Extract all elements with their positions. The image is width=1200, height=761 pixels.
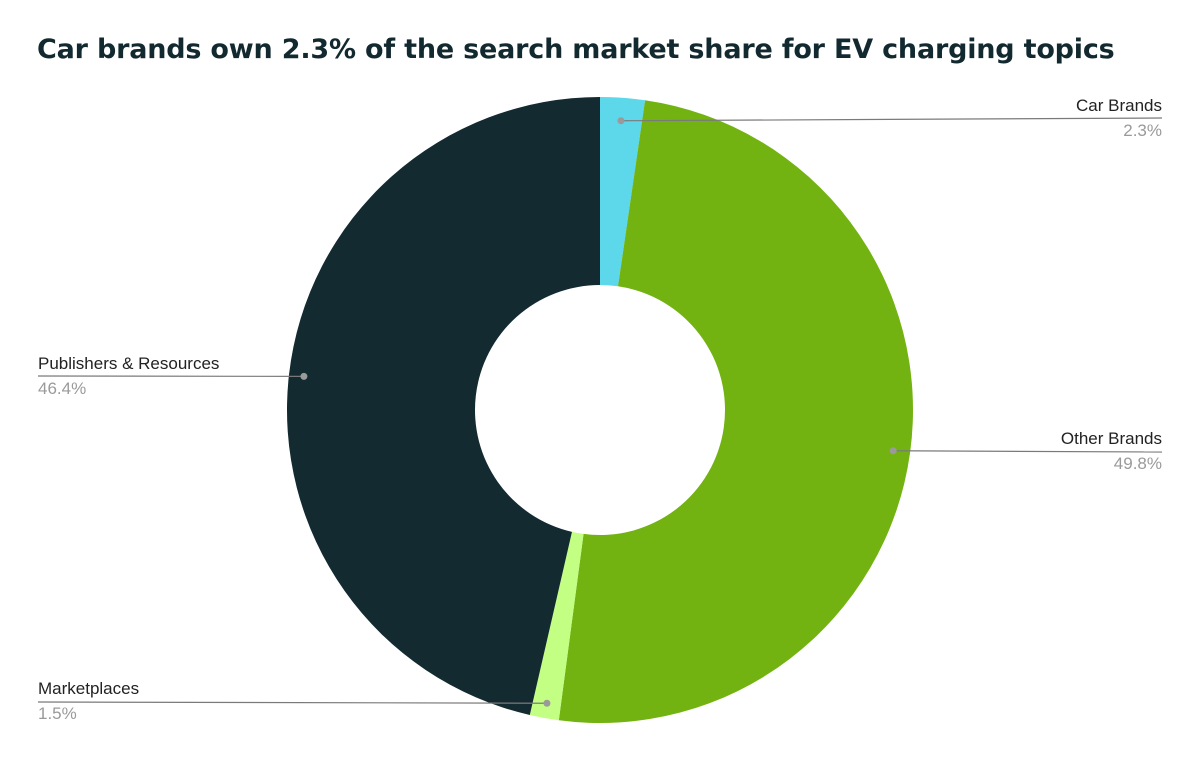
slice-label-marketplaces: Marketplaces <box>38 679 139 698</box>
label-other-brands: Other Brands 49.8% <box>889 429 1163 473</box>
label-car-brands: Car Brands 2.3% <box>617 96 1163 140</box>
leader-dot-marketplaces <box>543 699 551 707</box>
leader-dot-publishers-and-resources <box>300 372 308 380</box>
slices-group <box>286 96 914 724</box>
chart-title: Car brands own 2.3% of the search market… <box>37 34 1115 65</box>
slice-publishers-and-resources <box>286 96 600 716</box>
slice-label-other-brands: Other Brands <box>1061 429 1162 448</box>
label-publishers-and-resources: Publishers & Resources 46.4% <box>37 354 308 398</box>
leader-dot-other-brands <box>889 447 897 455</box>
slice-label-publishers-and-resources: Publishers & Resources <box>38 354 219 373</box>
leader-dot-car-brands <box>617 117 625 125</box>
slice-other-brands <box>558 100 914 724</box>
leader-line-car-brands <box>620 117 1163 122</box>
labels-group: Car Brands 2.3% Other Brands 49.8% Marketpla… <box>37 96 1163 723</box>
slice-value-marketplaces: 1.5% <box>38 704 77 723</box>
slice-value-car-brands: 2.3% <box>1123 121 1162 140</box>
slice-value-publishers-and-resources: 46.4% <box>38 379 86 398</box>
label-marketplaces: Marketplaces 1.5% <box>37 679 551 723</box>
slice-car-brands <box>600 97 646 287</box>
slice-value-other-brands: 49.8% <box>1114 454 1162 473</box>
slice-marketplaces <box>529 531 584 721</box>
slice-label-car-brands: Car Brands <box>1076 96 1162 115</box>
leader-line-other-brands <box>893 450 1163 453</box>
leader-line-marketplaces <box>37 701 547 704</box>
